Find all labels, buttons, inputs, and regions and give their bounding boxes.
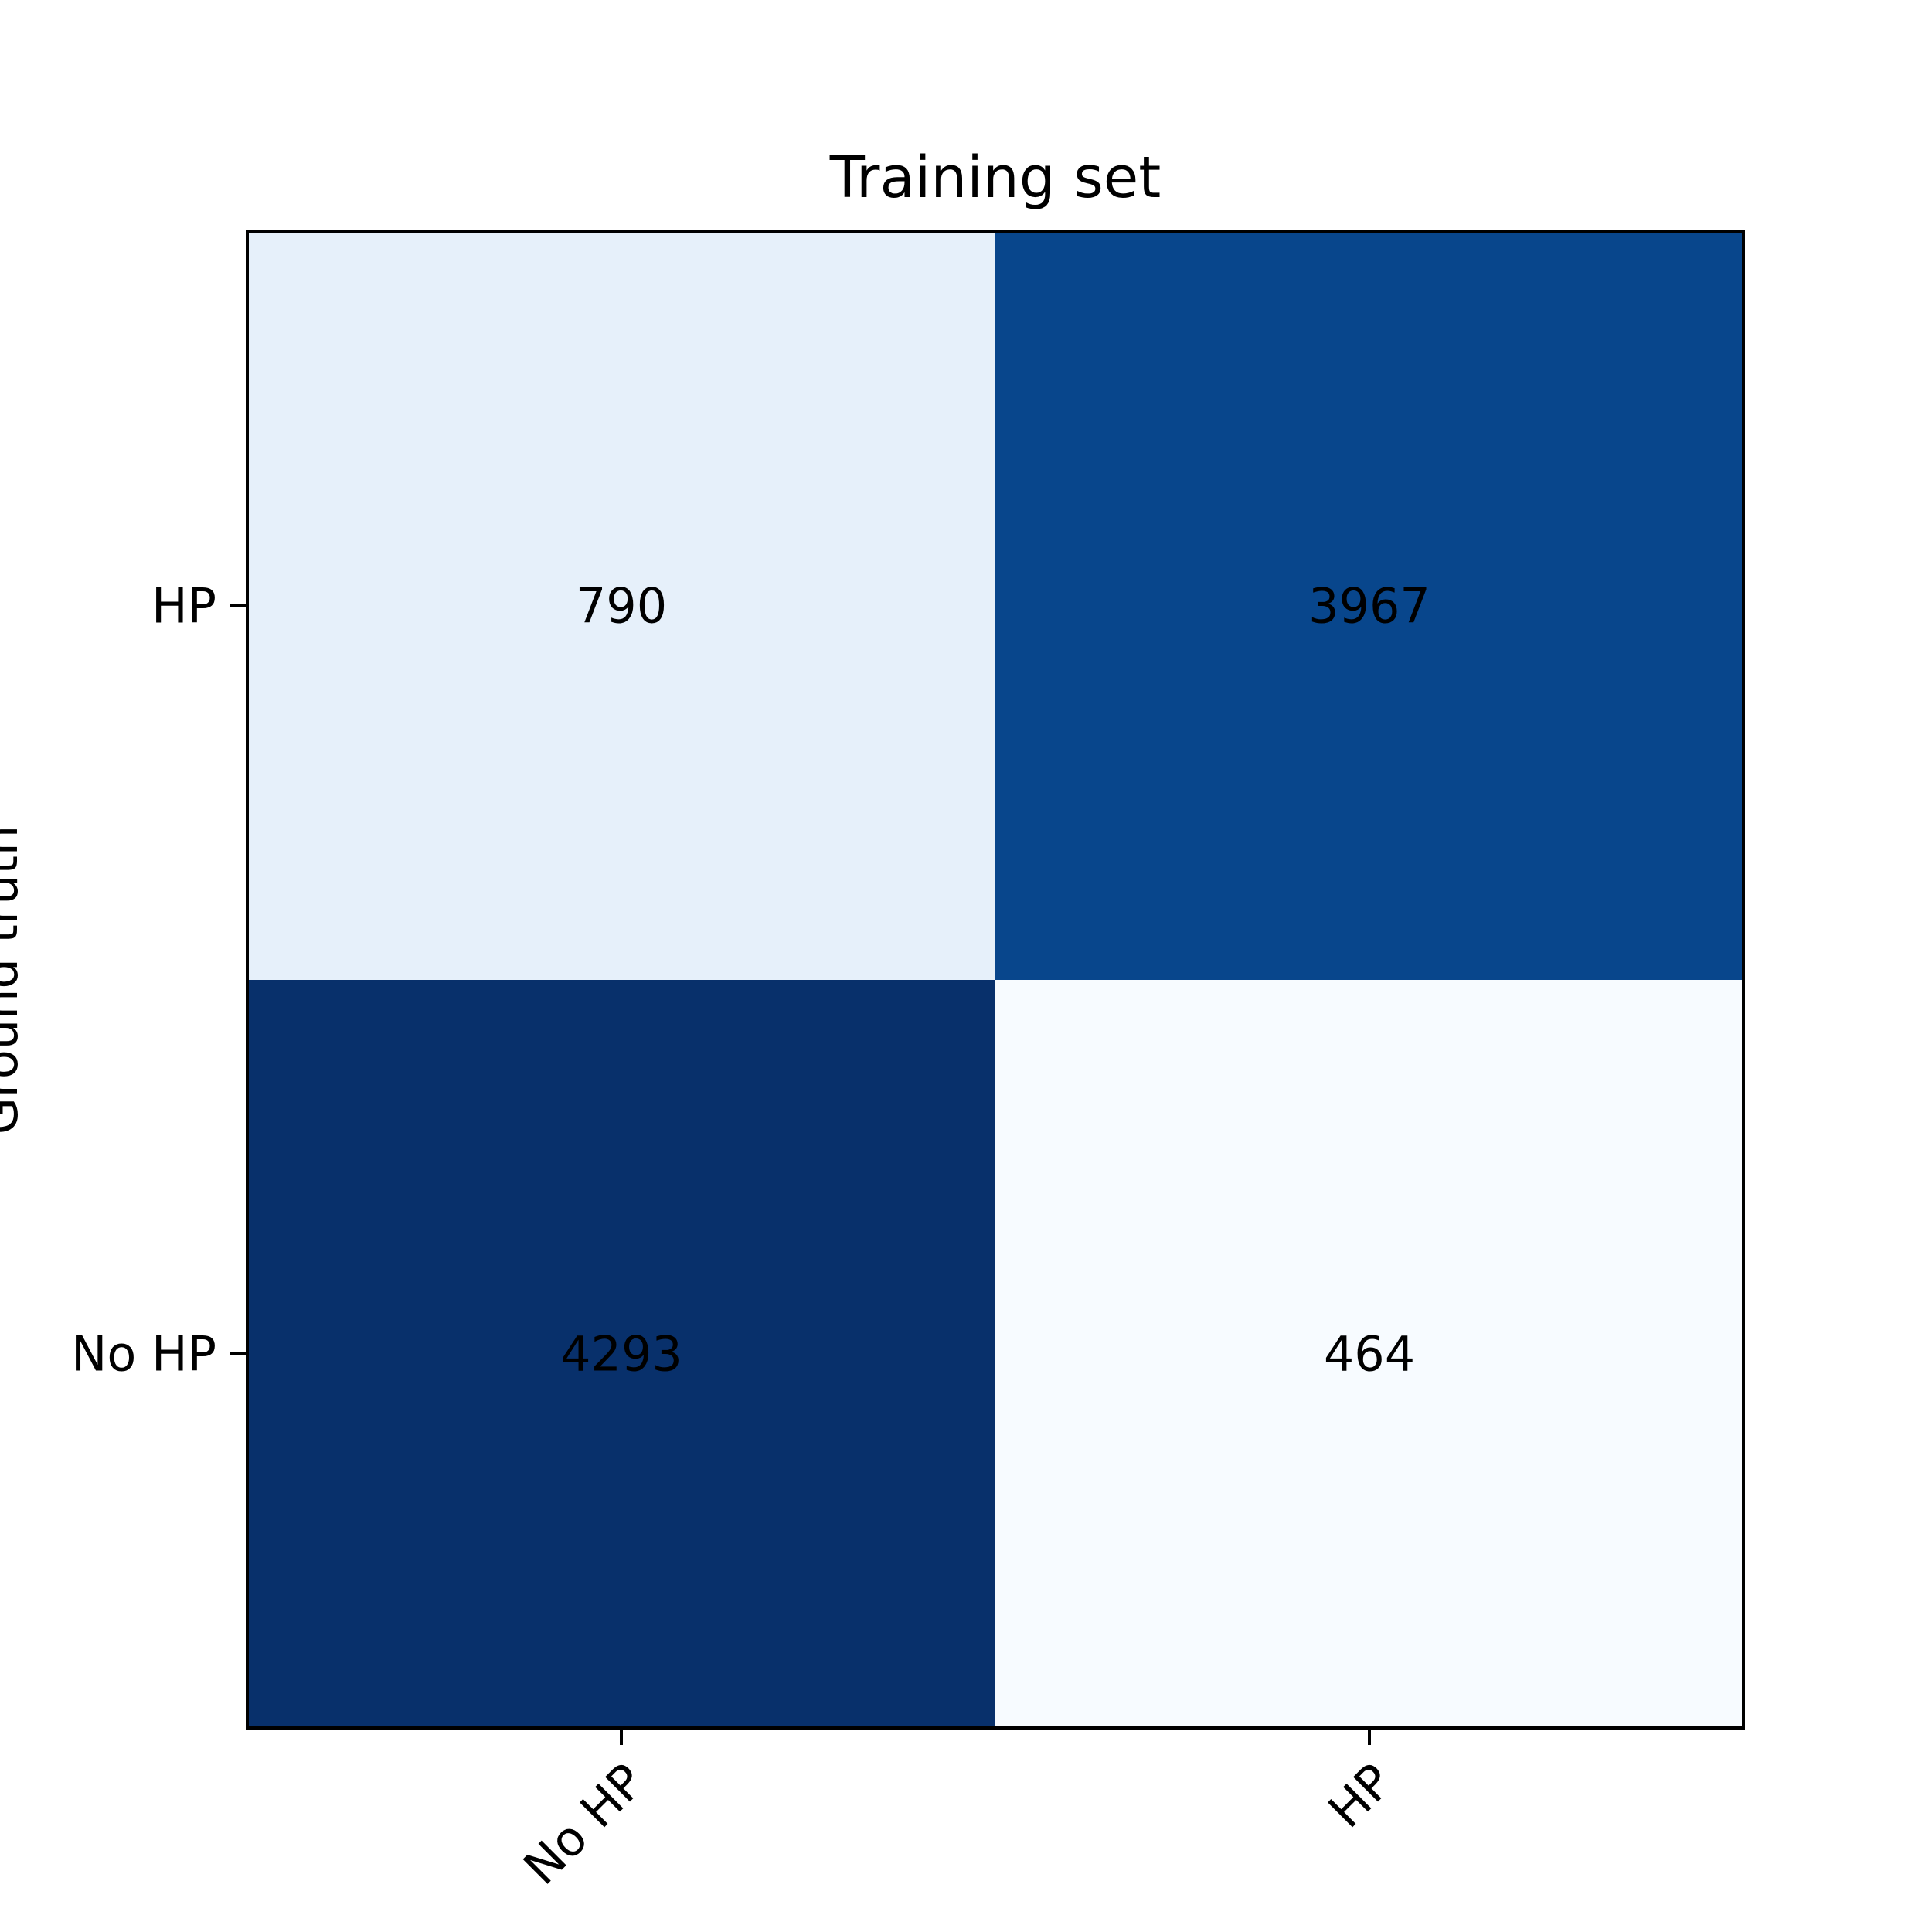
- heatmap-cell-hp-no-hp: [247, 232, 995, 980]
- cell-value-label: 3967: [1308, 578, 1430, 634]
- x-tick-label: HP: [1318, 1753, 1403, 1838]
- y-tick-label: No HP: [71, 1326, 216, 1383]
- cell-value-label: 464: [1324, 1326, 1415, 1383]
- cell-value-label: 790: [576, 578, 667, 634]
- y-tick-label: HP: [151, 578, 216, 634]
- chart-title: Training set: [829, 145, 1162, 211]
- y-axis-label: Ground truth: [0, 825, 29, 1134]
- y-axis-ticks: HP No HP: [71, 578, 247, 1383]
- plot-area: 790 3967 4293 464: [246, 230, 1745, 1730]
- heatmap-cell-hp-hp: [995, 232, 1743, 980]
- heatmap-cells: 790 3967 4293 464: [247, 232, 1743, 1728]
- heatmap-cell-no-hp-no-hp: [247, 980, 995, 1728]
- heatmap-cell-no-hp-hp: [995, 980, 1743, 1728]
- x-tick-label: No HP: [512, 1753, 655, 1896]
- plot-frame: [246, 230, 1745, 1730]
- cell-value-label: 4293: [560, 1326, 682, 1383]
- x-axis-ticks: No HP HP: [512, 1728, 1403, 1896]
